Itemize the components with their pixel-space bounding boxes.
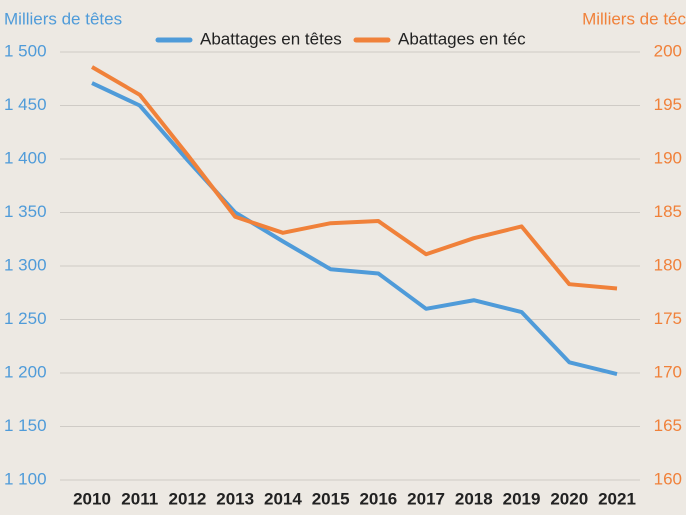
- y2-tick-label: 175: [654, 309, 682, 328]
- series-line: [91, 81, 618, 377]
- y2-tick-label: 190: [654, 148, 682, 167]
- series-line: [90, 65, 618, 291]
- y-tick-label: 1 150: [4, 416, 47, 435]
- y2-axis-label: Milliers de téc: [582, 9, 686, 28]
- x-tick-label: 2010: [73, 489, 111, 508]
- y-axis-label: Milliers de têtes: [4, 9, 122, 28]
- y-tick-label: 1 250: [4, 309, 47, 328]
- y-tick-label: 1 400: [4, 148, 47, 167]
- y2-tick-label: 195: [654, 95, 682, 114]
- y2-tick-label: 180: [654, 255, 682, 274]
- y2-tick-label: 185: [654, 202, 682, 221]
- x-tick-label: 2021: [598, 489, 636, 508]
- legend-label: Abattages en téc: [398, 29, 526, 48]
- y2-tick-label: 170: [654, 362, 682, 381]
- x-tick-label: 2016: [359, 489, 397, 508]
- y-tick-label: 1 500: [4, 41, 47, 60]
- y2-tick-label: 160: [654, 469, 682, 488]
- x-tick-label: 2014: [264, 489, 302, 508]
- x-tick-label: 2015: [312, 489, 350, 508]
- y-tick-label: 1 100: [4, 469, 47, 488]
- x-tick-label: 2011: [121, 489, 158, 508]
- x-tick-label: 2018: [455, 489, 493, 508]
- y-tick-label: 1 350: [4, 202, 47, 221]
- y2-tick-label: 165: [654, 416, 682, 435]
- legend-label: Abattages en têtes: [200, 29, 342, 48]
- x-tick-label: 2017: [407, 489, 445, 508]
- x-tick-label: 2020: [550, 489, 588, 508]
- x-tick-label: 2012: [169, 489, 207, 508]
- y-tick-label: 1 300: [4, 255, 47, 274]
- y2-tick-label: 200: [654, 41, 682, 60]
- x-tick-label: 2013: [216, 489, 254, 508]
- y-tick-label: 1 200: [4, 362, 47, 381]
- y-tick-label: 1 450: [4, 95, 47, 114]
- x-tick-label: 2019: [503, 489, 541, 508]
